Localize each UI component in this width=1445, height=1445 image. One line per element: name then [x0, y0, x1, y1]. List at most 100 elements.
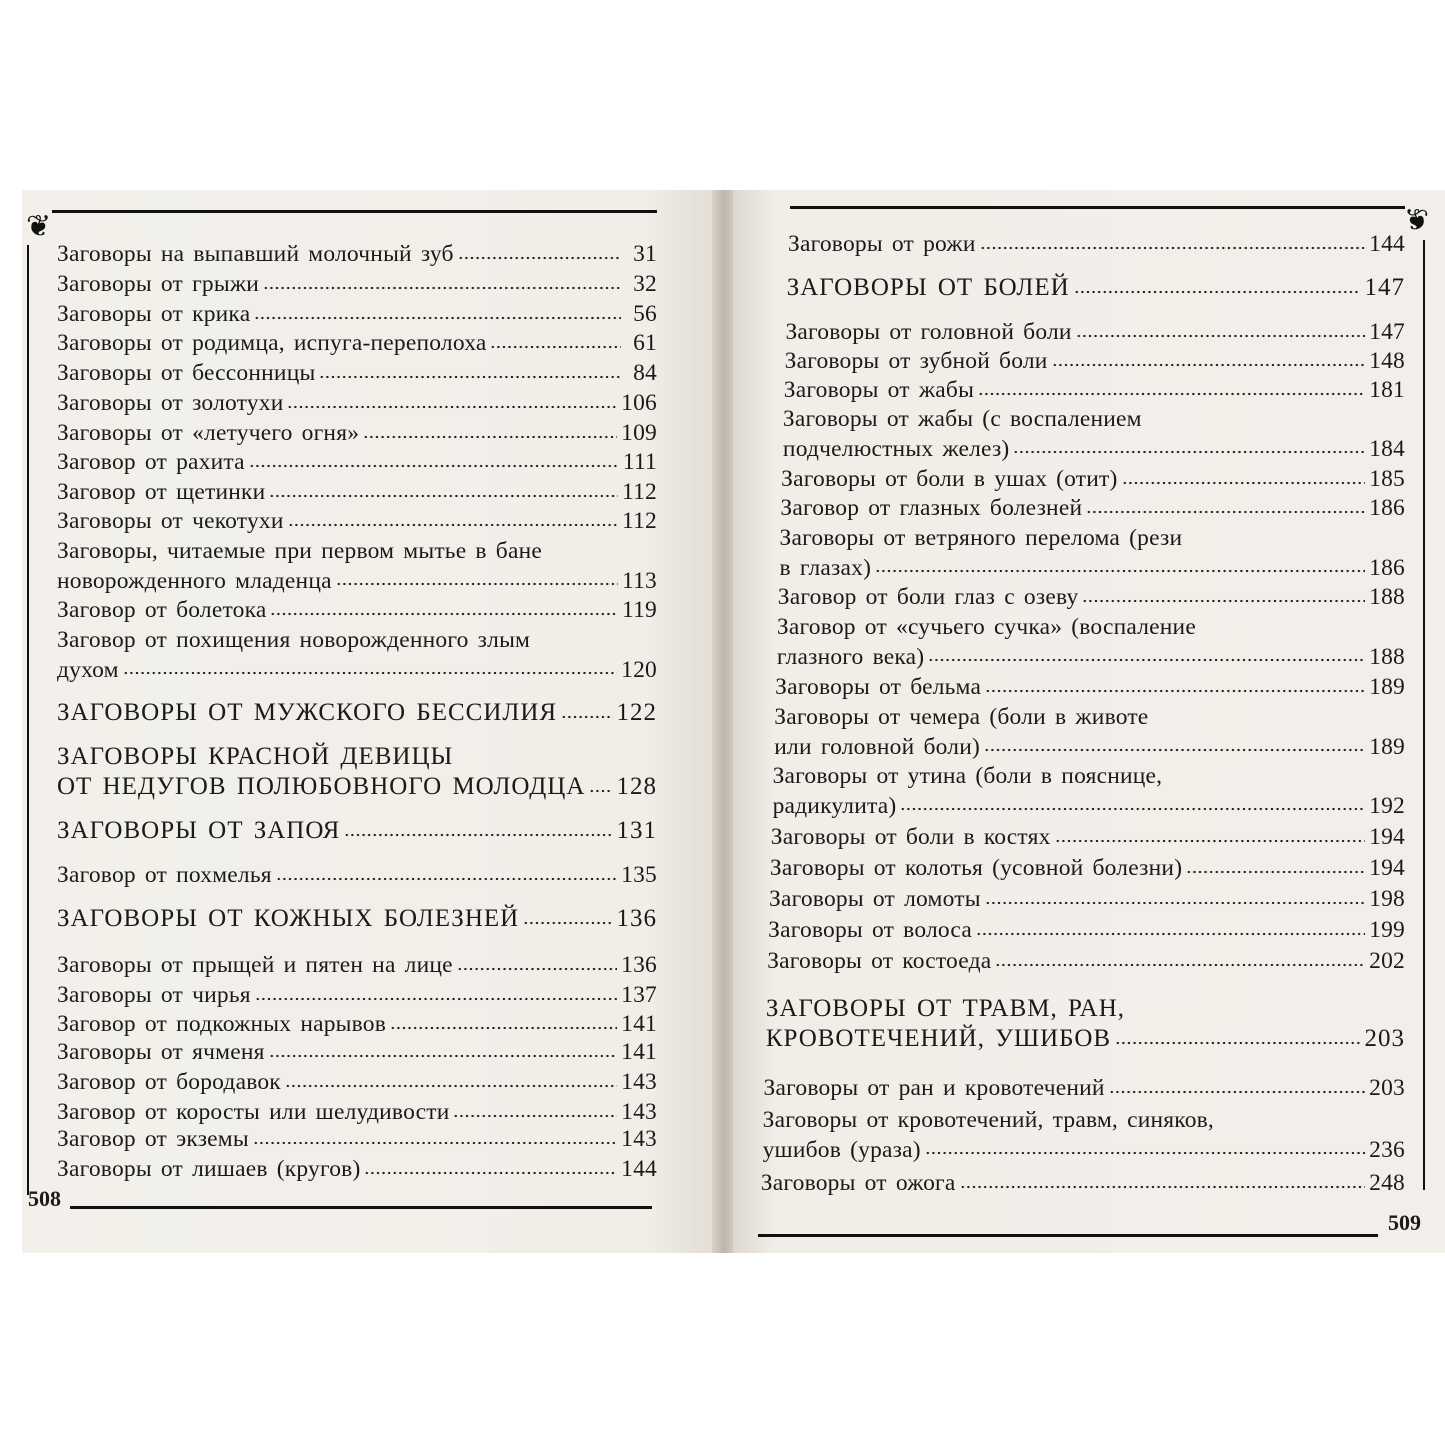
toc-entry-line: Заговоры от золотухи 106 [57, 388, 657, 418]
toc-entry-title: Заговоры от крика [57, 301, 251, 327]
toc-entry-line: Заговоры от родимца, испуга-переполоха 61 [57, 328, 657, 358]
toc-entry: Заговоры от боли в ушах (отит) 185 [781, 464, 1405, 494]
toc-page-number: 113 [622, 567, 657, 594]
toc-section-heading: ЗАГОВОРЫ ОТ БОЛЕЙ 147 [787, 273, 1405, 303]
toc-entry-title: Заговоры от бельма [775, 674, 982, 700]
toc-entry-title: духом [57, 656, 119, 683]
toc-entry: Заговор от подкожных нарывов 141 [57, 1009, 657, 1039]
toc-entry-line: Заговоры от бельма 189 [775, 672, 1405, 702]
toc-entry-title: Заговоры от кровотечений, травм, синяков… [762, 1107, 1215, 1133]
toc-page-number: 141 [621, 1011, 657, 1037]
side-rule-left [27, 245, 29, 1195]
dot-leader [924, 1150, 1366, 1156]
toc-section-heading: ЗАГОВОРЫ ОТ МУЖСКОГО БЕССИЛИЯ 122 [57, 698, 657, 728]
toc-entry: Заговоры от чекотухи 112 [57, 506, 657, 536]
dot-leader [1054, 837, 1366, 844]
toc-entry-line: Заговор от похищения новорожденного злым [57, 625, 657, 655]
toc-entry: Заговоры от бессонницы 84 [57, 358, 657, 388]
dot-leader [928, 657, 1366, 663]
toc-entry-title: Заговоры от колотья (усовной болезни) [769, 855, 1183, 881]
dot-leader [984, 747, 1366, 753]
dot-leader [561, 714, 613, 720]
dot-leader [335, 581, 619, 587]
toc-entry-title: Заговор от похмелья [57, 862, 272, 888]
dot-leader [319, 373, 621, 380]
toc-entry-line: Заговоры от боли в костях 194 [771, 822, 1405, 852]
toc-page-number: 186 [1369, 495, 1405, 521]
toc-entry-line: подчелюстных желез) 184 [783, 434, 1405, 464]
toc-entry: Заговор от болетока 119 [57, 595, 657, 625]
dot-leader [1108, 1088, 1366, 1095]
toc-entry-title: ЗАГОВОРЫ ОТ ТРАВМ, РАН, [765, 995, 1126, 1022]
dot-leader [263, 284, 621, 291]
toc-entry-line: Заговор от коросты или шелудивости 143 [57, 1097, 657, 1127]
toc-page-number: 136 [616, 905, 657, 932]
toc-entry-title: Заговоры от ломоты [769, 886, 981, 912]
dot-leader [344, 832, 613, 838]
toc-entry: Заговоры от рожи 144 [788, 229, 1405, 259]
toc-entry-line: Заговоры от ломоты 198 [769, 884, 1405, 914]
toc-entry-line: ушибов (ураза) 236 [763, 1135, 1405, 1165]
top-rule-left [52, 210, 657, 213]
toc-entry-title: Заговор от подкожных нарывов [57, 1011, 387, 1037]
toc-entry-title: ОТ НЕДУГОВ ПОЛЮБОВНОГО МОЛОДЦА [57, 773, 586, 800]
dot-leader [978, 390, 1366, 397]
toc-page-number: 112 [622, 479, 657, 505]
toc-page-number: 147 [1364, 274, 1405, 301]
toc-entry: Заговоры от родимца, испуга-переполоха 61 [57, 328, 657, 358]
toc-entry-title: или головной боли) [774, 733, 981, 760]
toc-entry-line: Заговор от щетинки 112 [57, 477, 657, 507]
toc-entry-title: Заговор от похищения новорожденного злым [57, 627, 531, 653]
toc-page-number: 119 [622, 597, 657, 623]
toc-entry-line: Заговоры от бессонницы 84 [57, 358, 657, 388]
side-rule-right [1423, 240, 1425, 1190]
toc-entry-line: Заговор от глазных болезней 186 [780, 493, 1405, 523]
toc-entry-title: Заговоры от прыщей и пятен на лице [57, 952, 453, 978]
toc-entry-title: в глазах) [779, 554, 872, 581]
toc-page-number: 194 [1369, 824, 1405, 850]
dot-leader [975, 930, 1366, 937]
toc-entry-title: Заговоры от «летучего огня» [57, 420, 360, 446]
toc-entry-line: Заговоры от чирья 137 [57, 980, 657, 1010]
toc-entry-line: Заговоры от «летучего огня» 109 [57, 418, 657, 448]
toc-page-number: 144 [621, 1156, 657, 1182]
toc-page-number: 109 [621, 420, 657, 446]
toc-page-number: 194 [1369, 855, 1405, 881]
page-number-left: 508 [28, 1186, 61, 1211]
toc-page-number: 186 [1369, 554, 1405, 581]
toc-entry-line: Заговоры на выпавший молочный зуб 31 [57, 239, 657, 269]
toc-page-number: 236 [1369, 1136, 1405, 1163]
toc-entry: Заговоры от боли в костях 194 [771, 822, 1405, 852]
toc-entry-line: Заговоры от головной боли 147 [785, 317, 1405, 347]
toc-entry: Заговоры на выпавший молочный зуб 31 [57, 239, 657, 269]
toc-entry-line: Заговоры от боли в ушах (отит) 185 [781, 464, 1405, 494]
toc-entry-line: Заговор от экземы 143 [57, 1124, 657, 1154]
dot-leader [1086, 508, 1366, 515]
toc-entry-title: Заговоры от грыжи [57, 271, 260, 297]
toc-entry: Заговоры от ран и кровотечений 203 [764, 1073, 1405, 1103]
toc-entry: Заговоры от костоеда 202 [767, 946, 1405, 976]
toc-entry-line: Заговоры от жабы 181 [784, 375, 1405, 405]
toc-entry-line: Заговор от подкожных нарывов 141 [57, 1009, 657, 1039]
toc-entry-title: новорожденного младенца [57, 567, 332, 594]
toc-page-number: 147 [1369, 319, 1405, 345]
toc-page-number: 188 [1369, 643, 1405, 670]
toc-entry: Заговор от боли глаз с озеву 188 [778, 582, 1405, 612]
dot-leader [984, 899, 1366, 906]
toc-entry-title: Заговоры от головной боли [785, 319, 1072, 345]
toc-entry-title: Заговор от болетока [57, 597, 267, 623]
toc-entry-title: Заговоры от ветряного перелома (рези [779, 525, 1183, 551]
dot-leader [1115, 1040, 1361, 1046]
toc-entry: Заговоры от жабы 181 [784, 375, 1405, 405]
toc-entry-title: ЗАГОВОРЫ ОТ ЗАПОЯ [57, 817, 341, 844]
toc-entry-line: ЗАГОВОРЫ ОТ КОЖНЫХ БОЛЕЗНЕЙ 136 [57, 904, 657, 934]
toc-entry-title: ЗАГОВОРЫ ОТ МУЖСКОГО БЕССИЛИЯ [57, 699, 558, 726]
dot-leader [1121, 479, 1366, 486]
toc-entry: Заговор от похмелья 135 [57, 860, 657, 890]
toc-entry: Заговоры от колотья (усовной болезни) 194 [770, 853, 1405, 883]
dot-leader [284, 1082, 618, 1089]
toc-entry: Заговоры от ячменя 141 [57, 1037, 657, 1067]
toc-entry-line: Заговоры от жабы (с воспалением [783, 404, 1405, 434]
toc-entry-line: Заговоры от прыщей и пятен на лице 136 [57, 950, 657, 980]
toc-entry-title: Заговоры от волоса [768, 917, 972, 943]
